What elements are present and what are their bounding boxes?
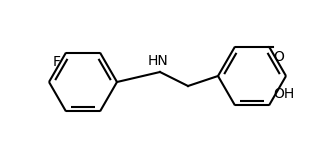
Text: O: O bbox=[273, 50, 284, 63]
Text: F: F bbox=[53, 55, 61, 68]
Text: OH: OH bbox=[273, 88, 294, 101]
Text: HN: HN bbox=[148, 54, 168, 68]
